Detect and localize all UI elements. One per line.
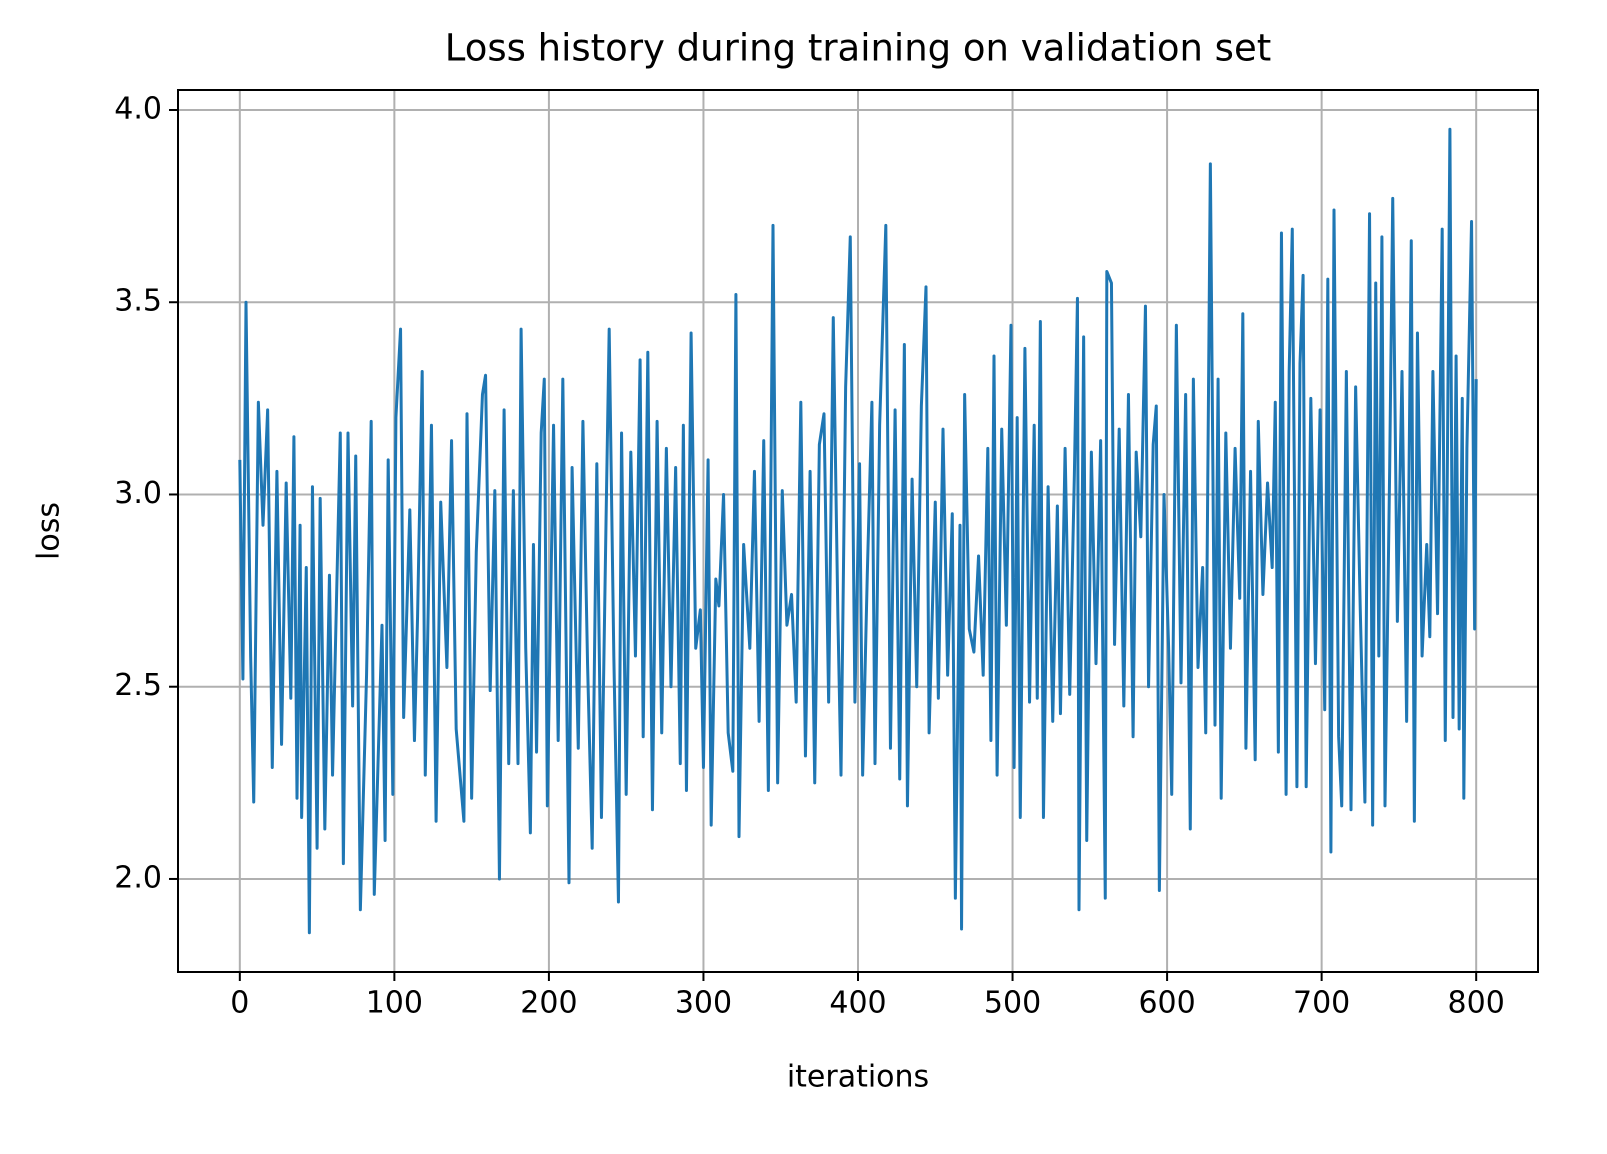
y-axis-label: loss bbox=[32, 502, 67, 560]
y-tick-label: 2.5 bbox=[114, 668, 162, 703]
chart-title: Loss history during training on validati… bbox=[445, 27, 1271, 70]
y-tick-label: 2.0 bbox=[114, 860, 162, 895]
x-tick-label: 400 bbox=[829, 986, 886, 1021]
x-tick-label: 600 bbox=[1138, 986, 1195, 1021]
x-axis-label: iterations bbox=[787, 1060, 929, 1095]
x-tick-label: 100 bbox=[366, 986, 423, 1021]
y-tick-label: 3.5 bbox=[114, 284, 162, 319]
y-tick-label: 3.0 bbox=[114, 476, 162, 511]
x-tick-label: 800 bbox=[1448, 986, 1505, 1021]
loss-line bbox=[238, 127, 1478, 935]
x-tick-label: 0 bbox=[230, 986, 249, 1021]
plot-frame bbox=[177, 89, 1539, 973]
x-tick-label: 300 bbox=[675, 986, 732, 1021]
y-tick-label: 4.0 bbox=[114, 91, 162, 126]
x-tick-label: 700 bbox=[1293, 986, 1350, 1021]
x-tick-label: 200 bbox=[520, 986, 577, 1021]
x-tick-label: 500 bbox=[984, 986, 1041, 1021]
